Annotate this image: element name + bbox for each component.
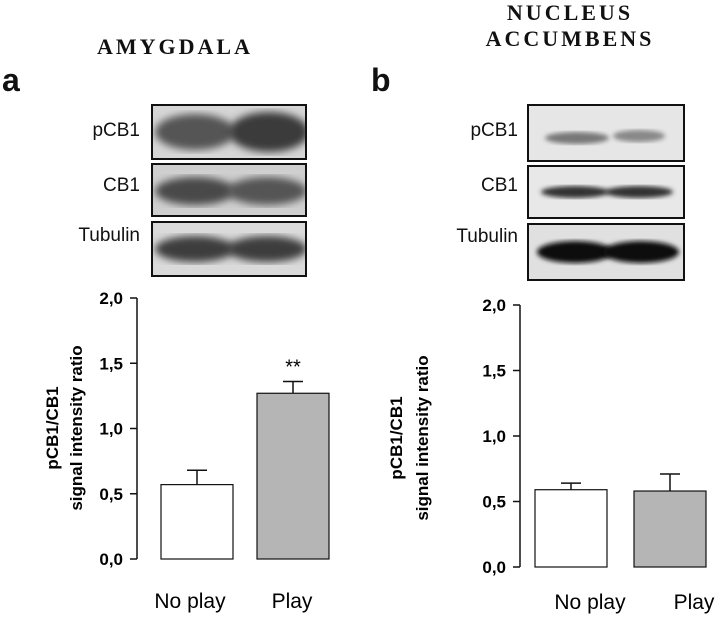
panel-b-region-title-line1: NUCLEUS: [506, 0, 634, 25]
chart-b-category-label: No play: [554, 591, 626, 614]
panel-a-blot-cb1-bands: [155, 177, 307, 205]
chart-b: 0,0 0,5 1,0 1,5 2,0 No play Play pCB1/CB1 signal…: [387, 296, 715, 614]
panel-b-region-title-line2: ACCUMBENS: [485, 26, 655, 51]
panel-b-blot-pcb1-bands: [545, 130, 665, 144]
panel-a-letter: a: [2, 62, 20, 98]
chart-b-y-tick-label: 1,0: [482, 427, 506, 446]
panel-b-blot-tubulin: [527, 223, 685, 281]
chart-a-y-tick-label: 0,5: [99, 485, 123, 504]
panel-b-region-title: NUCLEUS ACCUMBENS: [450, 0, 690, 52]
chart-b-y-label-line1: pCB1/CB1: [387, 396, 406, 479]
chart-b-y-label-line2: signal intensity ratio: [413, 355, 432, 520]
chart-a-bar: [256, 392, 330, 560]
chart-a-bar: [160, 484, 234, 560]
panel-a-band-label-pcb1: pCB1: [92, 120, 140, 141]
panel-b-blot-tubulin-bands: [537, 241, 679, 263]
chart-a-category-label: Play: [272, 590, 313, 613]
panel-a-blot-pcb1: [151, 104, 309, 160]
chart-b-bar: [633, 490, 707, 568]
chart-b-y-tick-label: 1,5: [482, 362, 506, 381]
panel-a-blot-pcb1-bands: [155, 112, 309, 152]
panel-a-region-title: AMYGDALA: [97, 34, 253, 59]
chart-a: 0,0 0,5 1,0 1,5 2,0 No play ** Play pCB1/CB1 sign…: [43, 289, 330, 613]
chart-b-y-tick-label: 0,5: [482, 493, 506, 512]
panel-b-letter: b: [371, 62, 391, 98]
panel-b-band-label-pcb1: pCB1: [470, 120, 518, 141]
panel-b-band-label-tubulin: Tubulin: [456, 226, 518, 247]
chart-a-y-label-line1: pCB1/CB1: [43, 386, 62, 469]
panel-a-band-label-cb1: CB1: [103, 175, 140, 196]
chart-a-y-tick-label: 2,0: [99, 289, 123, 308]
chart-a-y-tick-label: 1,5: [99, 354, 123, 373]
chart-b-y-tick-label: 2,0: [482, 296, 506, 315]
panel-a-blot-cb1: [151, 163, 307, 217]
chart-a-y-tick-label: 1,0: [99, 420, 123, 439]
chart-b-category-label: Play: [674, 591, 715, 614]
panel-a-blot-tubulin: [151, 221, 307, 277]
chart-a-y-label-line2: signal intensity ratio: [67, 345, 86, 510]
chart-a-y-tick-label: 0,0: [99, 550, 123, 569]
panel-a-blot-tubulin-bands: [155, 236, 307, 262]
panel-b-blot-pcb1: [527, 104, 685, 162]
panel-a-band-label-tubulin: Tubulin: [78, 225, 140, 246]
panel-b-blot-cb1: [527, 165, 685, 219]
panel-b-blot-cb1-bands: [541, 186, 673, 198]
chart-b-y-tick-label: 0,0: [482, 558, 506, 577]
chart-b-bar: [534, 489, 608, 568]
chart-a-category-label: No play: [154, 590, 226, 613]
chart-a-significance-label: **: [285, 357, 301, 379]
panel-b-band-label-cb1: CB1: [481, 175, 518, 196]
